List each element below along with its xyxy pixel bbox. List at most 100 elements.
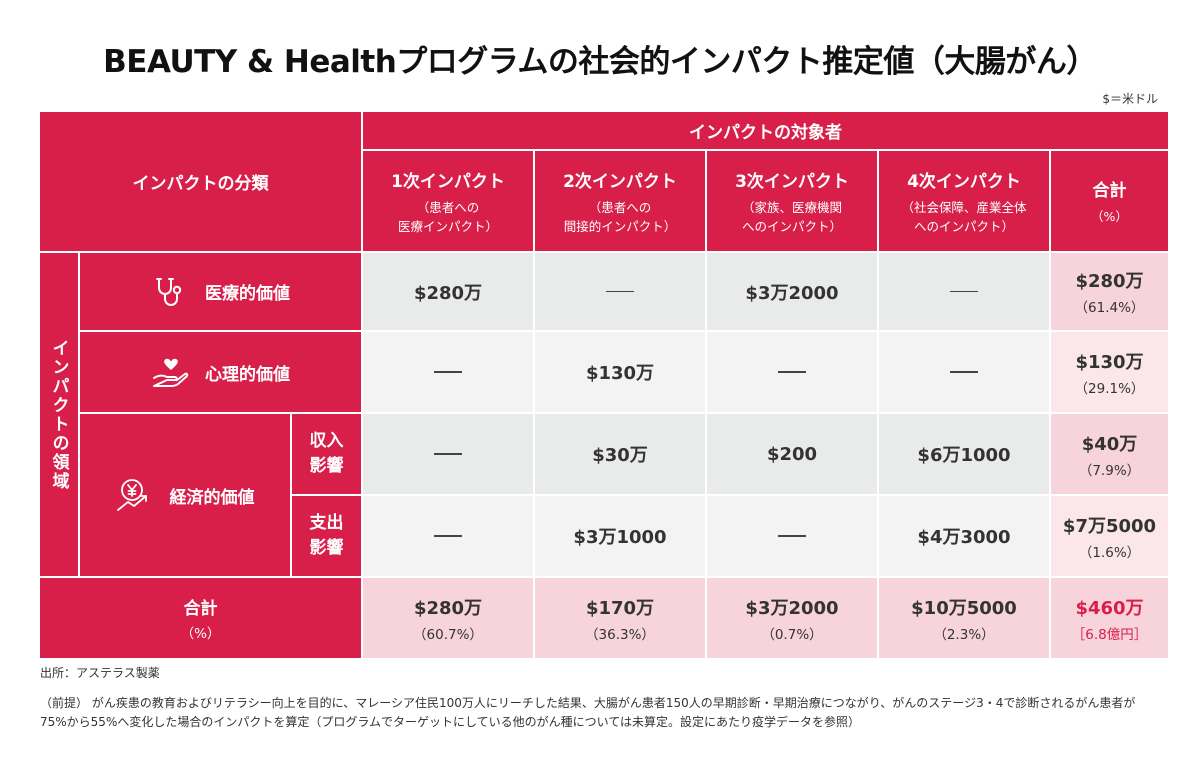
domain-label-text: インパクトの領域 (48, 338, 69, 491)
grand-total: $460万 ［6.8億円］ (1051, 578, 1168, 658)
dash-mark (434, 371, 462, 373)
totals-label-pct: （%） (180, 626, 221, 642)
total-percent: （0.7%） (761, 626, 823, 643)
total-percent: （7.9%） (1078, 462, 1141, 479)
totals-row-label: 合計 （%） (40, 578, 361, 658)
yen-chart-icon (116, 478, 156, 512)
dash-mark (434, 453, 462, 455)
total-percent: （29.1%） (1074, 380, 1145, 397)
cell-medical-quaternary (879, 253, 1049, 330)
cell-value: $30万 (592, 445, 648, 466)
column-title: 3次インパクト (735, 171, 849, 192)
heart-hand-icon (151, 355, 191, 389)
cell-expense-tertiary (707, 496, 877, 576)
total-value: $280万 (413, 597, 483, 619)
row-label-text: 心理的価値 (205, 364, 290, 385)
source-note: 出所：アステラス製薬 (40, 666, 160, 680)
cell-value: $200 (766, 443, 818, 465)
row-label-medical: 医療的価値 (80, 253, 361, 330)
column-subtitle: （社会保障、産業全体 (901, 199, 1027, 215)
cell-income-secondary: $30万 (535, 414, 705, 494)
column-subtitle: 医療インパクト） (397, 218, 498, 234)
sub-label-text: 収入 (309, 431, 344, 451)
cell-income-quaternary: $6万1000 (879, 414, 1049, 494)
total-value: $7万5000 (1062, 515, 1157, 537)
cell-value: $3万1000 (573, 527, 667, 548)
dash-mark (778, 371, 806, 373)
impact-table: インパクトの分類 インパクトの対象者 1次インパクト （患者への 医療インパクト… (40, 112, 1168, 658)
dash-mark (434, 535, 462, 537)
column-subtitle: （%） (1091, 209, 1128, 224)
domain-label: インパクトの領域 (40, 253, 78, 576)
column-header-quaternary: 4次インパクト （社会保障、産業全体 へのインパクト） (879, 151, 1049, 251)
cell-value: $4万3000 (917, 527, 1011, 548)
column-subtitle: （家族、医療機関 (741, 199, 842, 215)
column-subtitle: （患者への (416, 199, 480, 215)
total-value: $10万5000 (911, 597, 1017, 619)
grand-total-value: $460万 (1075, 597, 1144, 619)
sub-label-text: 支出 (309, 513, 344, 533)
column-title: 合計 (1092, 181, 1127, 201)
column-header-tertiary: 3次インパクト （家族、医療機関 へのインパクト） (707, 151, 877, 251)
cell-medical-tertiary: $3万2000 (707, 253, 877, 330)
cell-income-total: $40万 （7.9%） (1051, 414, 1168, 494)
cell-value: $280万 (413, 282, 483, 304)
column-subtitle: へのインパクト） (741, 218, 842, 234)
column-title: 1次インパクト (391, 171, 505, 192)
column-title: 2次インパクト (563, 171, 677, 192)
cell-income-tertiary: $200 (707, 414, 877, 494)
column-header-total: 合計 （%） (1051, 151, 1168, 251)
total-percent: （61.4%） (1074, 300, 1145, 316)
cell-medical-primary: $280万 (363, 253, 533, 330)
total-tertiary: $3万2000 （0.7%） (707, 578, 877, 658)
row-label-text: 医療的価値 (205, 284, 290, 304)
column-subtitle: （患者への (588, 199, 652, 215)
cell-expense-total: $7万5000 （1.6%） (1051, 496, 1168, 576)
cell-psych-secondary: $130万 (535, 332, 705, 412)
total-value: $3万2000 (745, 597, 839, 619)
assumption-note: （前提） がん疾患の教育およびリテラシー向上を目的に、マレーシア住民100万人に… (40, 696, 1136, 729)
sub-label-text: 影響 (309, 456, 344, 476)
cell-value: $3万2000 (745, 282, 839, 304)
total-percent: （36.3%） (585, 626, 655, 643)
row-label-text: 経済的価値 (169, 487, 255, 508)
row-label-economic: 経済的価値 (80, 414, 290, 576)
dash-mark (606, 290, 634, 293)
total-secondary: $170万 （36.3%） (535, 578, 705, 658)
totals-label-text: 合計 (183, 599, 218, 619)
total-percent: （1.6%） (1078, 544, 1141, 561)
dash-mark (950, 371, 978, 373)
cell-expense-quaternary: $4万3000 (879, 496, 1049, 576)
sub-label-expense: 支出 影響 (292, 496, 361, 576)
cell-psych-total: $130万 （29.1%） (1051, 332, 1168, 412)
unit-note: $＝米ドル (1102, 92, 1158, 106)
total-value: $130万 (1075, 351, 1144, 373)
cell-psych-quaternary (879, 332, 1049, 412)
classification-header: インパクトの分類 (40, 112, 361, 251)
column-subtitle: へのインパクト） (913, 218, 1014, 234)
column-header-primary: 1次インパクト （患者への 医療インパクト） (363, 151, 533, 251)
cell-medical-secondary (535, 253, 705, 330)
total-value: $280万 (1075, 271, 1144, 292)
cell-psych-tertiary (707, 332, 877, 412)
total-percent: （60.7%） (413, 626, 483, 643)
page-title: BEAUTY & Healthプログラムの社会的インパクト推定値（大腸がん） (103, 44, 1097, 80)
cell-expense-primary (363, 496, 533, 576)
target-header: インパクトの対象者 (363, 112, 1168, 149)
cell-expense-secondary: $3万1000 (535, 496, 705, 576)
sub-label-income: 収入 影響 (292, 414, 361, 494)
column-header-secondary: 2次インパクト （患者への 間接的インパクト） (535, 151, 705, 251)
row-label-psychological: 心理的価値 (80, 332, 361, 412)
cell-medical-total: $280万 （61.4%） (1051, 253, 1168, 330)
dash-mark (950, 290, 978, 293)
total-primary: $280万 （60.7%） (363, 578, 533, 658)
cell-value: $6万1000 (917, 445, 1011, 466)
dash-mark (778, 535, 806, 537)
stethoscope-icon (151, 275, 191, 309)
grand-total-yen: ［6.8億円］ (1071, 626, 1148, 643)
cell-psych-primary (363, 332, 533, 412)
column-subtitle: 間接的インパクト） (563, 218, 677, 234)
total-quaternary: $10万5000 （2.3%） (879, 578, 1049, 658)
cell-income-primary (363, 414, 533, 494)
total-value: $170万 (585, 597, 655, 619)
